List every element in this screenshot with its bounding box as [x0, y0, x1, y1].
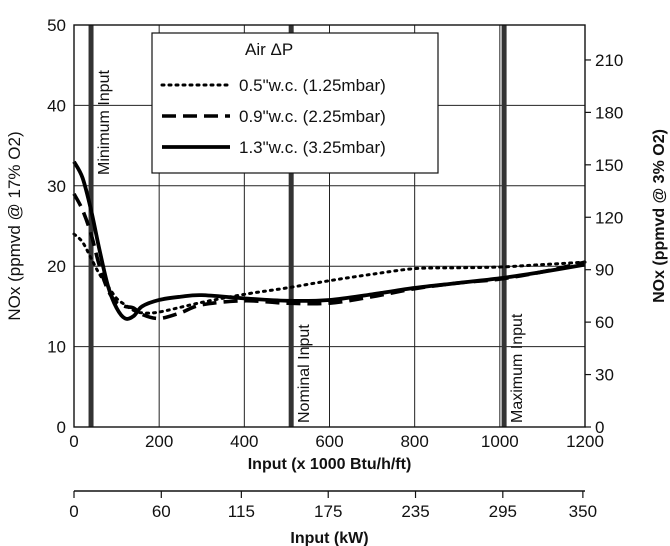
y-tick-label: 50 — [47, 16, 66, 35]
y2-tick-label: 90 — [595, 261, 614, 280]
x-tick-label: 0 — [69, 432, 78, 451]
x2-axis-title: Input (kW) — [290, 530, 368, 546]
x-tick-label: 800 — [400, 432, 428, 451]
y2-tick-label: 120 — [595, 208, 623, 227]
marker-label: Nominal Input — [296, 324, 313, 423]
marker-label: Maximum Input — [509, 313, 526, 423]
legend-entry-label: 0.9"w.c. (2.25mbar) — [239, 107, 386, 126]
y2-tick-label: 30 — [595, 366, 614, 385]
y2-tick-label: 210 — [595, 51, 623, 70]
x-tick-label: 1000 — [481, 432, 519, 451]
legend-entry-label: 1.3"w.c. (3.25mbar) — [239, 138, 386, 157]
plot-frame — [73, 24, 586, 428]
x2-tick-label: 115 — [228, 502, 255, 521]
legend: Air ΔP 0.5"w.c. (1.25mbar) 0.9"w.c. (2.25… — [151, 32, 439, 174]
x2-tick-label: 60 — [152, 502, 171, 521]
y-tick-label: 10 — [47, 338, 66, 357]
marker-label: Minimum Input — [96, 70, 113, 175]
input-markers: Minimum Input Nominal Input Maximum Input — [88, 25, 526, 427]
tick-labels: 0 200 400 600 800 1000 12000102030405003060901… — [47, 16, 623, 451]
legend-title: Air ΔP — [245, 40, 293, 59]
y-tick-label: 30 — [47, 177, 66, 196]
x-tick-label: 1200 — [566, 432, 604, 451]
x-axis-title: Input (x 1000 Btu/h/ft) — [248, 456, 412, 473]
y-tick-label: 20 — [47, 257, 66, 276]
x2-tick-label: 0 — [69, 502, 78, 521]
x2-tick-label: 295 — [489, 502, 517, 521]
x-tick-label: 200 — [145, 432, 173, 451]
secondary-x-axis: 0 60 115 175 235 295 350 — [69, 490, 597, 521]
y2-tick-label: 0 — [595, 418, 604, 437]
y-tick-label: 40 — [47, 96, 66, 115]
legend-box — [151, 32, 439, 174]
x-tick-label: 400 — [230, 432, 258, 451]
y2-axis-title: NOx (ppmvd @ 3% O2) — [651, 129, 668, 303]
y2-tick-label: 150 — [595, 156, 623, 175]
x2-tick-label: 350 — [569, 502, 597, 521]
y-tick-label: 0 — [57, 418, 66, 437]
y-axis-title: NOx (ppmvd @ 17% O2) — [5, 131, 24, 320]
y2-tick-label: 60 — [595, 313, 614, 332]
legend-entry-label: 0.5"w.c. (1.25mbar) — [239, 76, 386, 95]
y2-tick-label: 180 — [595, 103, 623, 122]
series-line-1 — [72, 232, 587, 315]
x-tick-label: 600 — [315, 432, 343, 451]
x2-tick-label: 235 — [401, 502, 429, 521]
x2-tick-label: 175 — [314, 502, 342, 521]
series-line-3 — [72, 160, 586, 321]
legend-entries: 0.5"w.c. (1.25mbar) 0.9"w.c. (2.25mbar) 1.… — [160, 76, 386, 157]
series-lines — [72, 160, 587, 321]
